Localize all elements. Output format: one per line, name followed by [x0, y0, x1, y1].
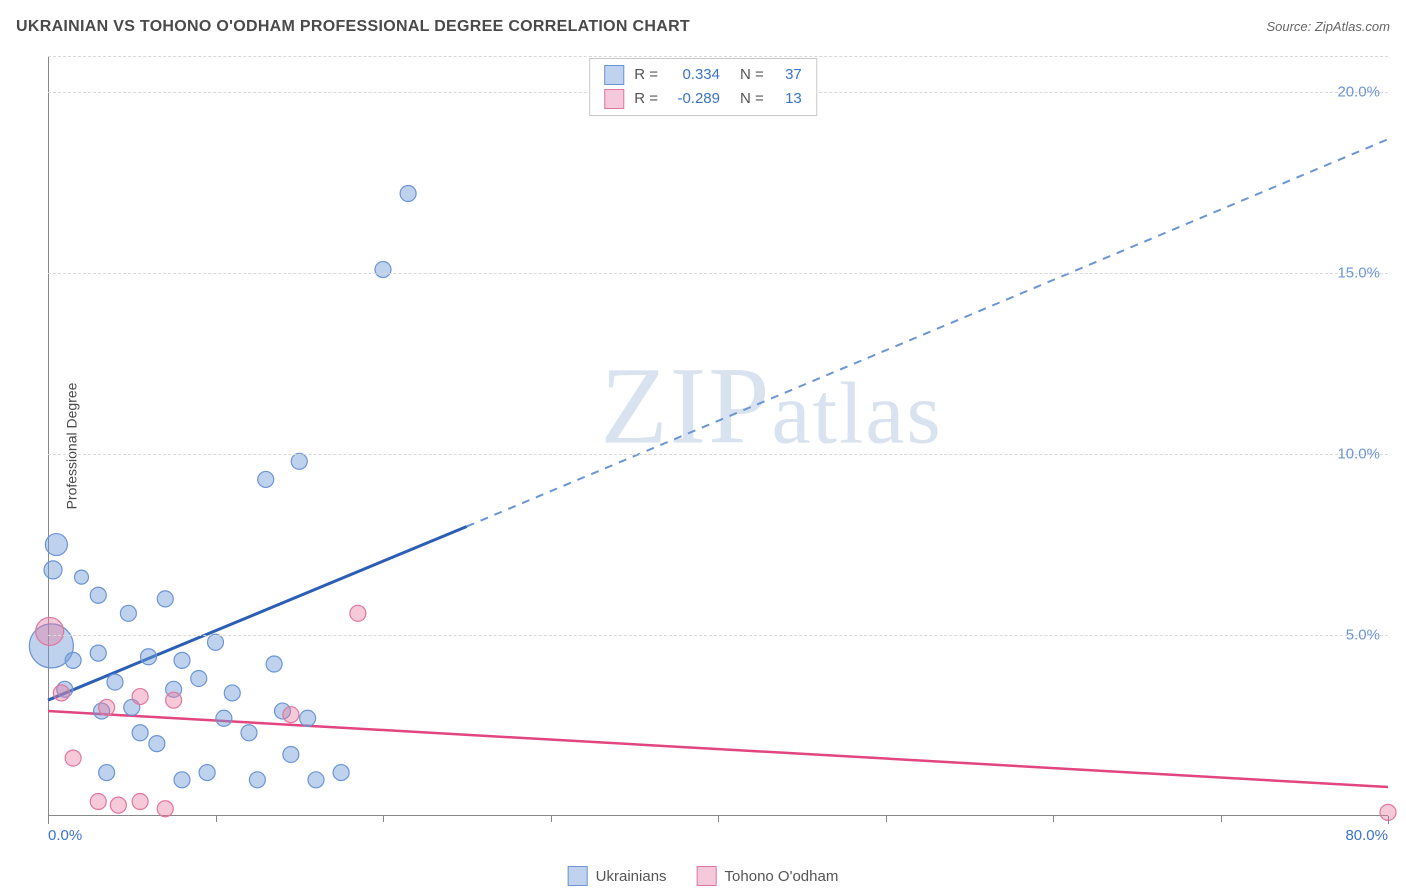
data-point: [45, 534, 67, 556]
data-point: [36, 617, 64, 645]
stats-n-value: 13: [774, 87, 802, 111]
data-point: [241, 725, 257, 741]
source-link[interactable]: ZipAtlas.com: [1315, 19, 1390, 34]
stats-box: R = 0.334 N = 37 R = -0.289 N = 13: [589, 58, 817, 116]
legend-item: Tohono O'odham: [697, 866, 839, 886]
data-point: [191, 670, 207, 686]
data-point: [132, 725, 148, 741]
stats-n-label: N =: [740, 63, 764, 87]
x-tick: [216, 816, 217, 822]
x-tick: [551, 816, 552, 822]
data-point: [65, 652, 81, 668]
data-point: [224, 685, 240, 701]
data-point: [107, 674, 123, 690]
stats-n-value: 37: [774, 63, 802, 87]
data-point: [216, 710, 232, 726]
data-point: [258, 471, 274, 487]
trend-line-dashed: [467, 139, 1388, 526]
grid-line: [48, 454, 1388, 455]
x-tick: [1221, 816, 1222, 822]
legend-label: Ukrainians: [596, 868, 667, 885]
x-tick: [383, 816, 384, 822]
data-point: [249, 772, 265, 788]
header: UKRAINIAN VS TOHONO O'ODHAM PROFESSIONAL…: [16, 18, 1390, 36]
x-tick: [48, 816, 49, 824]
data-point: [300, 710, 316, 726]
chart-title: UKRAINIAN VS TOHONO O'ODHAM PROFESSIONAL…: [16, 18, 690, 36]
x-tick-label: 80.0%: [1345, 827, 1388, 844]
stats-swatch: [604, 89, 624, 109]
data-point: [350, 605, 366, 621]
data-point: [199, 765, 215, 781]
stats-r-value: -0.289: [668, 87, 720, 111]
x-tick: [886, 816, 887, 822]
data-point: [174, 652, 190, 668]
grid-line: [48, 635, 1388, 636]
stats-r-label: R =: [634, 63, 658, 87]
data-point: [90, 587, 106, 603]
data-point: [375, 262, 391, 278]
data-point: [90, 794, 106, 810]
data-point: [44, 561, 62, 579]
stats-row: R = -0.289 N = 13: [604, 87, 802, 111]
data-point: [174, 772, 190, 788]
y-tick-label: 10.0%: [1337, 446, 1380, 463]
source-attribution: Source: ZipAtlas.com: [1266, 19, 1390, 34]
stats-r-value: 0.334: [668, 63, 720, 87]
x-tick: [718, 816, 719, 822]
x-tick: [1388, 816, 1389, 824]
stats-row: R = 0.334 N = 37: [604, 63, 802, 87]
data-point: [65, 750, 81, 766]
data-point: [157, 591, 173, 607]
plot-svg: [48, 56, 1388, 816]
data-point: [166, 692, 182, 708]
grid-line: [48, 56, 1388, 57]
data-point: [90, 645, 106, 661]
stats-r-label: R =: [634, 87, 658, 111]
data-point: [333, 765, 349, 781]
data-point: [291, 453, 307, 469]
legend-item: Ukrainians: [568, 866, 667, 886]
legend-swatch: [568, 866, 588, 886]
data-point: [53, 685, 69, 701]
stats-n-label: N =: [740, 87, 764, 111]
data-point: [120, 605, 136, 621]
trend-line: [48, 711, 1388, 787]
data-point: [132, 794, 148, 810]
x-tick-label: 0.0%: [48, 827, 82, 844]
grid-line: [48, 273, 1388, 274]
data-point: [157, 801, 173, 817]
legend-swatch: [697, 866, 717, 886]
legend: Ukrainians Tohono O'odham: [568, 866, 839, 886]
trend-line: [48, 526, 467, 700]
legend-label: Tohono O'odham: [725, 868, 839, 885]
x-tick: [1053, 816, 1054, 822]
data-point: [266, 656, 282, 672]
plot-area: ZIPatlas 5.0%10.0%15.0%20.0%0.0%80.0%: [48, 56, 1388, 816]
data-point: [283, 707, 299, 723]
data-point: [132, 689, 148, 705]
data-point: [99, 765, 115, 781]
data-point: [141, 649, 157, 665]
y-tick-label: 5.0%: [1346, 627, 1380, 644]
data-point: [110, 797, 126, 813]
data-point: [308, 772, 324, 788]
y-tick-label: 20.0%: [1337, 84, 1380, 101]
data-point: [283, 746, 299, 762]
data-point: [400, 186, 416, 202]
data-point: [99, 699, 115, 715]
source-label: Source:: [1266, 19, 1314, 34]
stats-swatch: [604, 65, 624, 85]
data-point: [75, 570, 89, 584]
data-point: [149, 736, 165, 752]
y-tick-label: 15.0%: [1337, 265, 1380, 282]
data-point: [208, 634, 224, 650]
